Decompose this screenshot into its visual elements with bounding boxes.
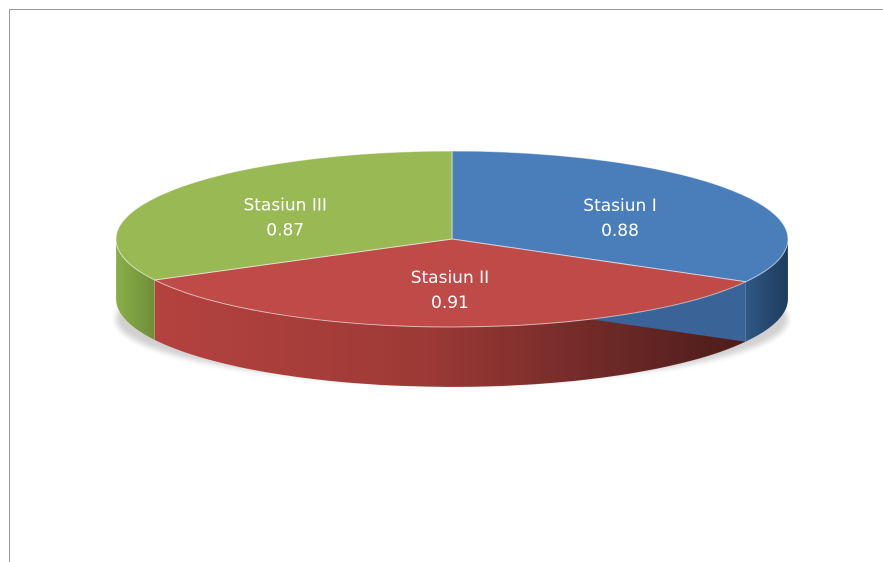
slice-value-2: 0.91 (431, 293, 469, 313)
slice-2[interactable] (154, 238, 747, 328)
slice-label-group-3: Stasiun III 0.87 (243, 196, 326, 241)
slice-label-1: Stasiun I (583, 196, 656, 216)
slice-1[interactable] (451, 150, 789, 283)
slice-label-group-2: Stasiun II 0.91 (411, 268, 489, 313)
pie-slices (115, 150, 789, 328)
pie-labels: Stasiun I 0.88 Stasiun II 0.91 Stasiun III 0.… (243, 196, 656, 313)
slice-3[interactable] (115, 150, 453, 281)
slice-value-3: 0.87 (266, 221, 304, 241)
slice-label-3: Stasiun III (243, 196, 326, 216)
slice-label-2: Stasiun II (411, 268, 489, 288)
slice-label-group-1: Stasiun I 0.88 (583, 196, 656, 241)
slice-value-1: 0.88 (601, 221, 639, 241)
